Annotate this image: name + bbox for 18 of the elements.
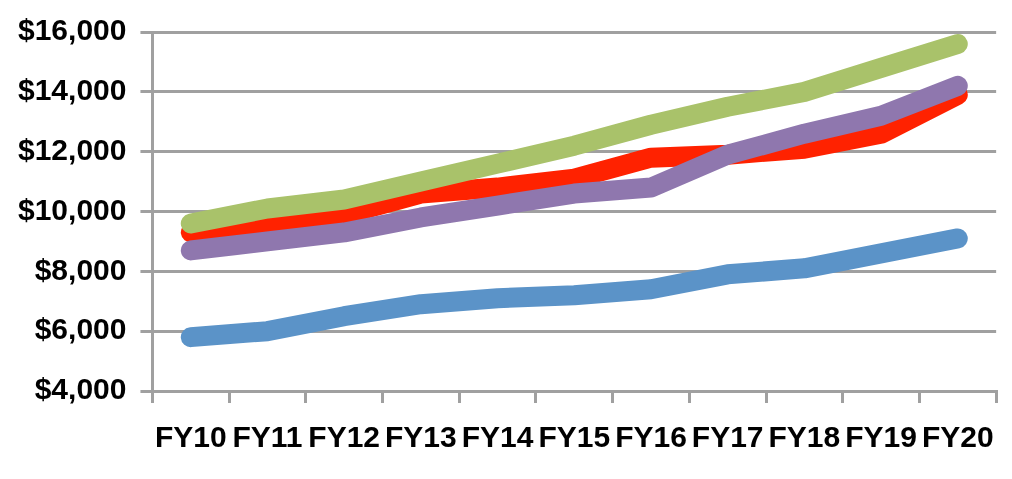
x-tick-label: FY15 (538, 420, 611, 454)
x-tick-label: FY19 (845, 420, 917, 454)
x-tick-label: FY11 (232, 420, 303, 454)
x-tick-label: FY16 (615, 420, 687, 454)
x-tick-label: FY20 (921, 420, 994, 454)
x-tick-label: FY13 (385, 420, 457, 454)
x-tick-label: FY18 (768, 420, 841, 454)
y-tick-label: $8,000 (34, 252, 127, 286)
y-tick-label: $4,000 (34, 372, 127, 406)
x-tick-label: FY17 (691, 420, 764, 454)
x-tick-label: FY14 (461, 420, 534, 454)
y-tick-label: $10,000 (17, 192, 127, 226)
y-tick-label: $14,000 (17, 73, 127, 107)
y-tick-label: $6,000 (34, 312, 127, 346)
y-tick-label: $16,000 (17, 13, 127, 47)
y-tick-label: $12,000 (17, 132, 127, 166)
x-tick-label: FY10 (154, 420, 227, 454)
x-tick-label: FY12 (308, 420, 381, 454)
